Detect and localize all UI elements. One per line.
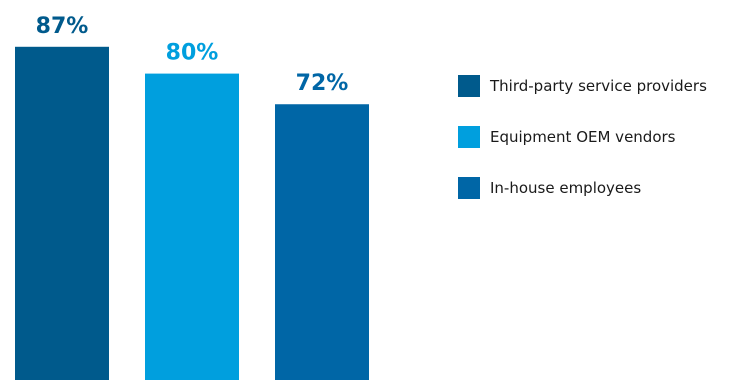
legend-label-2: Equipment OEM vendors [490, 128, 676, 146]
legend-swatch-2 [458, 126, 480, 148]
bar-1 [15, 46, 109, 380]
bar-value-label-3: 72% [296, 71, 349, 96]
legend: Third-party service providers Equipment O… [458, 75, 707, 199]
bar-2 [145, 73, 239, 380]
bar-value-label-2: 80% [166, 41, 219, 66]
bar-3 [275, 104, 369, 380]
legend-swatch-1 [458, 75, 480, 97]
bars-group [15, 46, 369, 380]
legend-label-3: In-house employees [490, 179, 641, 197]
bar-value-label-1: 87% [36, 14, 89, 39]
legend-label-1: Third-party service providers [489, 77, 707, 95]
value-labels-group: 87% 80% 72% [36, 14, 349, 96]
legend-swatch-3 [458, 177, 480, 199]
